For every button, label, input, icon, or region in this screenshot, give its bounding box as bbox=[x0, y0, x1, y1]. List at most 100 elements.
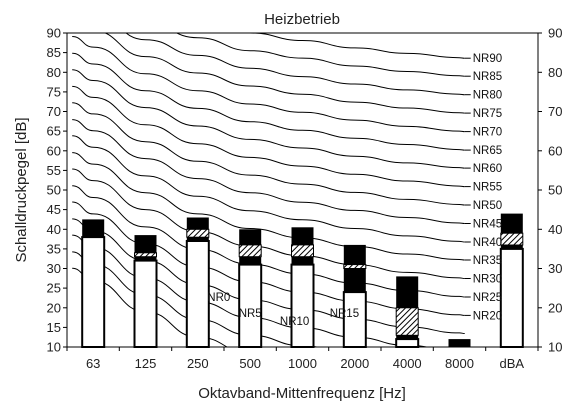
nr-label-inline: NR0 bbox=[207, 292, 230, 304]
nr-label: NR65 bbox=[473, 145, 502, 157]
nr-curve-nr25 bbox=[72, 185, 465, 298]
y-tick-label: 45 bbox=[47, 202, 61, 217]
nr-curve-nr15 bbox=[72, 218, 465, 334]
nr-curve-nr55 bbox=[72, 85, 465, 188]
bar-hatched bbox=[134, 252, 157, 258]
nr-curve-nr10 bbox=[72, 234, 430, 347]
y-tick-label: 85 bbox=[47, 45, 61, 60]
bars bbox=[81, 213, 524, 349]
bar-black-band bbox=[291, 256, 314, 265]
bar-white bbox=[290, 263, 315, 349]
x-tick-label: 125 bbox=[135, 356, 157, 371]
bar-top bbox=[396, 276, 419, 308]
nr-label: NR85 bbox=[473, 71, 502, 83]
y-right-tick-label: 60 bbox=[548, 143, 562, 158]
y-right-tick-label: 30 bbox=[548, 261, 562, 276]
nr-label: NR55 bbox=[473, 182, 502, 194]
bar-top bbox=[500, 213, 523, 234]
y-right-tick-label: 10 bbox=[548, 340, 562, 355]
nr-label: NR25 bbox=[473, 292, 502, 304]
bar-top bbox=[186, 217, 209, 230]
bar-white bbox=[395, 338, 420, 349]
nr-curve-nr85 bbox=[175, 33, 465, 77]
y-tick-label: 90 bbox=[47, 26, 61, 41]
nr-curve-nr75 bbox=[103, 33, 465, 114]
bar-black-band bbox=[134, 256, 157, 261]
nr-curve-labels: NR90 NR85 NR80 NR75 NR70 NR65 NR60 NR55 NR50 NR45… bbox=[207, 53, 502, 328]
nr-label: NR50 bbox=[473, 200, 502, 212]
bar-top bbox=[239, 229, 262, 245]
nr-curve-nr45 bbox=[72, 119, 465, 224]
nr-curves bbox=[72, 33, 465, 347]
bar-white bbox=[499, 247, 524, 348]
bar-top bbox=[82, 219, 105, 238]
bar-white bbox=[133, 259, 158, 349]
nr-curve-nr80 bbox=[125, 33, 465, 96]
axis-ticks: 10 15 20 25 30 35 40 45 50 55 60 65 70 75 80 85 90 10 20 30… bbox=[47, 26, 563, 372]
x-tick-label: 8000 bbox=[445, 356, 474, 371]
nr-curve-nr70 bbox=[72, 36, 465, 133]
bar-black-band bbox=[396, 335, 419, 340]
nr-label: NR45 bbox=[473, 219, 502, 231]
bar-hatched bbox=[238, 244, 262, 258]
y-tick-label: 25 bbox=[47, 281, 61, 296]
y-right-tick-label: 20 bbox=[548, 300, 562, 315]
y-tick-label: 15 bbox=[47, 320, 61, 335]
chart-title: Heizbetrieb bbox=[264, 11, 340, 28]
y-right-tick-label: 70 bbox=[548, 104, 562, 119]
nr-curve-nr35 bbox=[72, 152, 465, 261]
nr-label: NR75 bbox=[473, 108, 502, 120]
x-tick-label: dBA bbox=[500, 356, 525, 371]
bar-white bbox=[185, 240, 210, 348]
nr-curve-nr90 bbox=[241, 33, 465, 59]
nr-label: NR80 bbox=[473, 90, 502, 102]
nr-label: NR40 bbox=[473, 237, 502, 249]
y-tick-label: 55 bbox=[47, 163, 61, 178]
x-tick-label: 2000 bbox=[340, 356, 369, 371]
nr-curve-nr30 bbox=[72, 168, 465, 279]
y-right-tick-label: 90 bbox=[548, 26, 562, 41]
y-right-tick-label: 80 bbox=[548, 65, 562, 80]
nr-curve-nr0 bbox=[72, 267, 228, 347]
bar-hatched bbox=[186, 228, 210, 238]
nr-label: NR35 bbox=[473, 255, 502, 267]
y-axis-title: Schalldruckpegel [dB] bbox=[13, 117, 30, 262]
nr-label-inline: NR5 bbox=[239, 308, 262, 320]
y-tick-label: 70 bbox=[47, 104, 61, 119]
bar-hatched bbox=[500, 232, 524, 246]
nr-label: NR60 bbox=[473, 163, 502, 175]
nr-label-inline: NR15 bbox=[330, 308, 359, 320]
bar-hatched bbox=[291, 244, 314, 258]
y-tick-label: 35 bbox=[47, 241, 61, 256]
bar-hatched bbox=[343, 264, 367, 270]
y-tick-label: 75 bbox=[47, 84, 61, 99]
y-right-tick-label: 40 bbox=[548, 222, 562, 237]
x-tick-label: 250 bbox=[187, 356, 209, 371]
nr-label-inline: NR10 bbox=[280, 316, 309, 328]
nr-label: NR70 bbox=[473, 127, 502, 139]
bar-top bbox=[291, 227, 314, 245]
bar-white bbox=[81, 236, 106, 349]
bar-hatched bbox=[395, 307, 419, 336]
bar-black-band bbox=[239, 256, 262, 265]
nr-curve-nr20 bbox=[72, 201, 465, 316]
y-tick-label: 60 bbox=[47, 143, 61, 158]
nr-curve-nr40 bbox=[72, 135, 465, 243]
bar-top bbox=[343, 244, 366, 265]
bar-top bbox=[134, 235, 157, 253]
bar-top bbox=[448, 339, 471, 347]
nr-label: NR30 bbox=[473, 274, 502, 286]
nr-label: NR90 bbox=[473, 53, 502, 65]
nr-label: NR20 bbox=[473, 310, 502, 322]
bar-black-band bbox=[343, 268, 366, 293]
nr-curve-nr5 bbox=[72, 251, 319, 347]
y-right-tick-label: 50 bbox=[548, 183, 562, 198]
y-tick-label: 65 bbox=[47, 124, 61, 139]
y-tick-label: 10 bbox=[47, 340, 61, 355]
nr-curve-nr60 bbox=[72, 69, 465, 169]
bar-black-band bbox=[500, 244, 523, 249]
x-tick-label: 63 bbox=[86, 356, 100, 371]
x-tick-label: 1000 bbox=[288, 356, 317, 371]
x-tick-label: 500 bbox=[239, 356, 261, 371]
